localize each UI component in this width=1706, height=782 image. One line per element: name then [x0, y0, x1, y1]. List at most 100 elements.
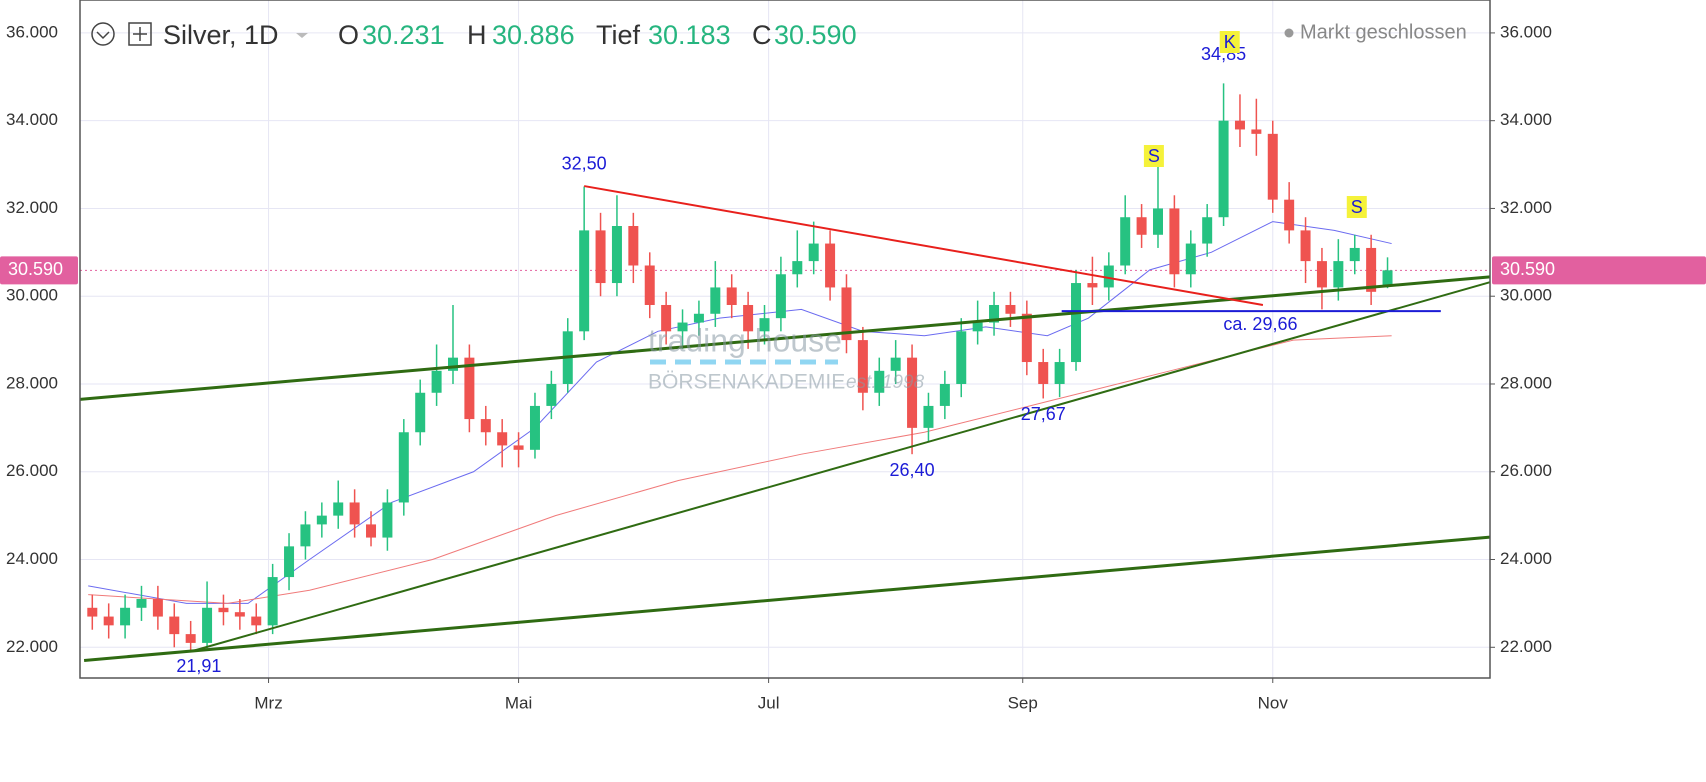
- watermark-brand: trading house: [648, 322, 842, 358]
- candle-body: [447, 357, 458, 371]
- low-value: 30.183: [648, 20, 731, 50]
- y-tick-label-right: 32.000: [1500, 198, 1552, 217]
- y-tick-label: 30.000: [6, 286, 58, 305]
- collapse-icon[interactable]: [91, 22, 115, 46]
- candle-body: [1349, 247, 1360, 262]
- candle-body: [513, 445, 524, 450]
- candle-body: [628, 226, 639, 266]
- watermark-academy: BÖRSENAKADEMIE: [648, 371, 845, 394]
- close-value: 30.590: [774, 20, 857, 50]
- y-tick-label: 36.000: [6, 22, 58, 41]
- candle-body: [480, 419, 491, 433]
- candle-body: [1120, 217, 1131, 266]
- candle-body: [316, 515, 327, 525]
- candle-body: [202, 607, 213, 643]
- candle-body: [857, 340, 868, 393]
- candle-body: [759, 318, 770, 332]
- candle-body: [677, 322, 688, 332]
- pattern-label: K: [1224, 32, 1236, 52]
- candle-body: [349, 502, 360, 525]
- candle-body: [939, 383, 950, 406]
- candle-body: [907, 357, 918, 428]
- candle-body: [579, 230, 590, 332]
- last-price-badge: 30.590: [0, 256, 78, 285]
- add-icon[interactable]: [128, 22, 152, 46]
- candle-body: [661, 304, 672, 332]
- candle-body: [267, 577, 278, 626]
- candle-body: [956, 331, 967, 384]
- candle-body: [1284, 199, 1295, 231]
- candle-body: [284, 546, 295, 578]
- y-tick-label: 32.000: [6, 198, 58, 217]
- low-label: Tief: [596, 20, 641, 50]
- watermark: trading house BÖRSENAKADEMIE est. 1998: [648, 322, 925, 393]
- pattern-badge: [1143, 145, 1164, 167]
- candle-body: [595, 230, 606, 284]
- candle-body: [497, 432, 508, 446]
- candle-body: [1218, 120, 1229, 218]
- pattern-label: S: [1148, 146, 1160, 166]
- candle-body: [1152, 208, 1163, 235]
- market-status: Markt geschlossen: [1300, 21, 1467, 43]
- last-price-badge: 30.590: [1492, 256, 1706, 285]
- candle-body: [743, 304, 754, 332]
- candle-body: [1005, 304, 1016, 314]
- status-dot: [1284, 28, 1294, 38]
- candle-body: [546, 383, 557, 406]
- candle-body: [841, 287, 852, 341]
- candle-body: [152, 599, 163, 617]
- candle-body: [923, 405, 934, 428]
- candle-body: [710, 287, 721, 314]
- price-annotation: 27,67: [1021, 404, 1066, 424]
- candle-body: [136, 599, 147, 608]
- candle-body: [1202, 217, 1213, 244]
- open-value: 30.231: [362, 20, 445, 50]
- high-value: 30.886: [492, 20, 575, 50]
- y-tick-label: 28.000: [6, 373, 58, 392]
- candle-body: [726, 287, 737, 305]
- candle-body: [464, 357, 475, 420]
- y-tick-label-right: 36.000: [1500, 22, 1552, 41]
- candle-body: [169, 616, 180, 635]
- y-tick-label-right: 24.000: [1500, 549, 1552, 568]
- candle-body: [1316, 261, 1327, 288]
- candle-body: [415, 392, 426, 433]
- candle-body: [611, 226, 622, 284]
- close-label: C: [752, 20, 772, 50]
- candle-body: [1300, 230, 1311, 262]
- plot-frame: [79, 0, 1491, 679]
- candle-body: [120, 607, 131, 626]
- y-tick-label-right: 28.000: [1500, 373, 1552, 392]
- candle-body: [1382, 270, 1393, 287]
- badge-bg: [0, 256, 78, 285]
- y-tick-label: 22.000: [6, 637, 58, 656]
- y-tick-label: 34.000: [6, 110, 58, 129]
- candle-body: [874, 370, 885, 393]
- open-label: O: [338, 20, 359, 50]
- candle-body: [1251, 129, 1262, 134]
- price-annotation: ca. 29,66: [1223, 314, 1297, 334]
- x-tick-label: Mai: [505, 693, 532, 712]
- watermark-est: est. 1998: [846, 372, 925, 393]
- pattern-label: S: [1351, 197, 1363, 217]
- candle-body: [693, 313, 704, 323]
- candle-body: [1366, 247, 1377, 292]
- symbol[interactable]: Silver, 1D: [163, 20, 279, 50]
- candle-body: [333, 502, 344, 516]
- chevron: [96, 31, 110, 40]
- dropdown-arrow[interactable]: [296, 33, 308, 38]
- candle-body: [1038, 362, 1049, 384]
- candle-body: [1169, 208, 1180, 275]
- candle-body: [103, 616, 114, 626]
- price-annotation: 32,50: [562, 153, 607, 173]
- candle-body: [1136, 217, 1147, 235]
- trend-line: [194, 281, 1491, 652]
- candle-body: [890, 357, 901, 371]
- candle-body: [1234, 120, 1245, 130]
- y-tick-label-right: 30.000: [1500, 286, 1552, 305]
- x-tick-label: Sep: [1008, 693, 1038, 712]
- candle-body: [989, 304, 1000, 323]
- candle-body: [300, 524, 311, 547]
- candle-body: [382, 502, 393, 538]
